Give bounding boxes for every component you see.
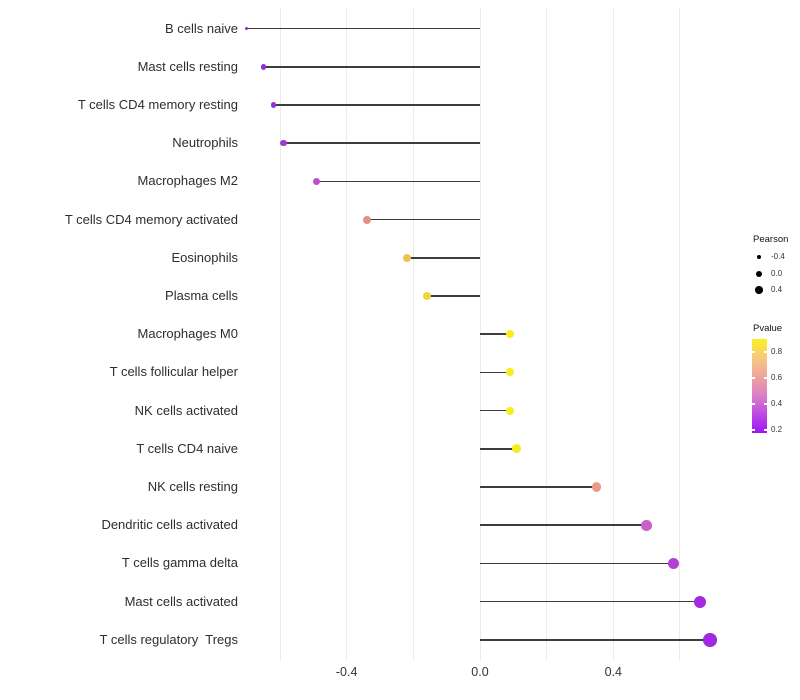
gridline xyxy=(612,8,614,661)
colorbar-tick xyxy=(752,429,755,431)
lollipop-dot xyxy=(260,64,267,70)
lollipop-stem xyxy=(480,333,510,335)
colorbar-tick xyxy=(764,351,767,353)
lollipop-stem xyxy=(246,27,480,30)
colorbar-tick xyxy=(752,377,755,379)
lollipop-dot xyxy=(505,368,514,377)
lollipop-stem xyxy=(406,257,480,259)
colorbar-label: 0.6 xyxy=(771,373,783,382)
lollipop-dot xyxy=(244,26,249,31)
lollipop-stem xyxy=(480,371,510,374)
lollipop-stem xyxy=(480,524,647,526)
lollipop-dot xyxy=(505,330,514,339)
lollipop-dot xyxy=(362,215,371,224)
category-label: Mast cells activated xyxy=(124,593,238,609)
lollipop-stem xyxy=(480,600,700,603)
category-label: T cells CD4 memory resting xyxy=(77,97,238,112)
category-label: T cells regulatory Tregs xyxy=(99,631,238,647)
colorbar-tick xyxy=(764,403,767,405)
colorbar-tick xyxy=(764,377,767,379)
legend-size-dot xyxy=(756,270,762,277)
lollipop-dot xyxy=(667,557,679,570)
legend-size-label: -0.4 xyxy=(771,252,785,261)
category-label: Dendritic cells activated xyxy=(101,517,238,533)
lollipop-dot xyxy=(280,139,287,147)
category-label: Macrophages M0 xyxy=(137,326,238,342)
lollipop-stem xyxy=(316,180,480,183)
lollipop-stem xyxy=(480,562,674,565)
lollipop-stem xyxy=(426,295,480,297)
gridline xyxy=(279,8,281,661)
lollipop-stem xyxy=(263,66,480,68)
gridline xyxy=(346,8,348,661)
colorbar-tick xyxy=(752,351,755,353)
gridline xyxy=(412,8,414,661)
category-label: NK cells resting xyxy=(147,479,238,494)
x-tick-label: 0.0 xyxy=(471,665,489,679)
lollipop-stem xyxy=(273,104,480,106)
colorbar-label: 0.8 xyxy=(771,347,783,356)
legend-size-label: 0.0 xyxy=(771,268,783,278)
lollipop-stem xyxy=(283,142,480,144)
gridline xyxy=(679,8,681,661)
legend-size-label: 0.4 xyxy=(771,285,783,294)
colorbar-tick xyxy=(752,403,755,405)
category-label: Eosinophils xyxy=(171,249,239,265)
category-label: T cells CD4 naive xyxy=(136,440,238,456)
category-label: Macrophages M2 xyxy=(137,173,238,189)
lollipop-stem xyxy=(480,448,517,450)
x-tick-label: -0.4 xyxy=(335,665,358,679)
lollipop-stem xyxy=(366,218,480,221)
colorbar-tick xyxy=(764,429,767,431)
category-label: Neutrophils xyxy=(172,135,238,151)
colorbar-label: 0.4 xyxy=(771,399,783,408)
legend-size-dot xyxy=(755,286,763,294)
lollipop-dot xyxy=(422,292,431,300)
size-legend-title: Pearson xyxy=(753,234,789,245)
lollipop-stem xyxy=(480,409,510,412)
category-label: Mast cells resting xyxy=(137,58,238,74)
category-label: NK cells activated xyxy=(134,402,238,418)
lollipop-dot xyxy=(641,519,652,531)
category-label: T cells gamma delta xyxy=(121,555,238,571)
lollipop-dot xyxy=(703,633,717,647)
color-legend-title: Pvalue xyxy=(753,323,783,334)
lollipop-stem xyxy=(480,639,710,641)
pvalue-colorbar xyxy=(752,339,767,433)
x-tick-label: 0.4 xyxy=(604,665,623,679)
lollipop-dot xyxy=(402,253,411,262)
lollipop-dot xyxy=(505,406,514,415)
legend-size-dot xyxy=(756,254,762,260)
lollipop-dot xyxy=(592,482,602,492)
category-label: T cells follicular helper xyxy=(109,364,238,380)
category-label: B cells naive xyxy=(165,20,238,36)
lollipop-dot xyxy=(693,595,706,608)
lollipop-dot xyxy=(313,177,321,185)
lollipop-dot xyxy=(270,102,277,108)
category-label: Plasma cells xyxy=(165,288,238,303)
lollipop-stem xyxy=(480,486,597,488)
gridline xyxy=(546,8,548,661)
colorbar-label: 0.2 xyxy=(771,425,783,434)
lollipop-dot xyxy=(512,444,521,454)
category-label: T cells CD4 memory activated xyxy=(64,211,238,227)
